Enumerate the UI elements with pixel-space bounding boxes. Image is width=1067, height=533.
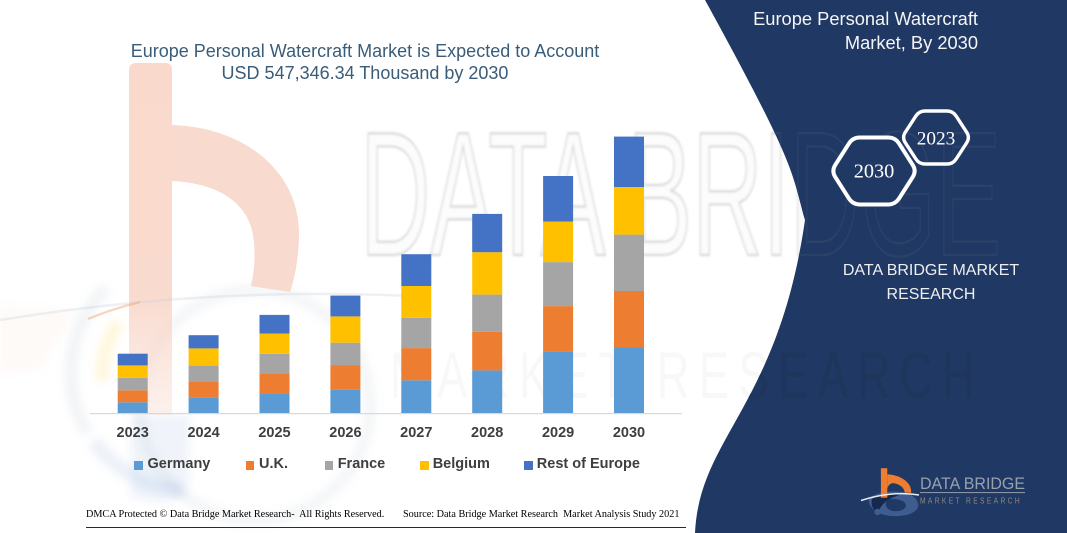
svg-text:2023: 2023 — [917, 129, 956, 150]
svg-text:MARKET RESEARCH: MARKET RESEARCH — [920, 497, 1022, 506]
svg-text:DATA BRIDGE: DATA BRIDGE — [920, 474, 1025, 493]
svg-text:2030: 2030 — [854, 161, 895, 183]
